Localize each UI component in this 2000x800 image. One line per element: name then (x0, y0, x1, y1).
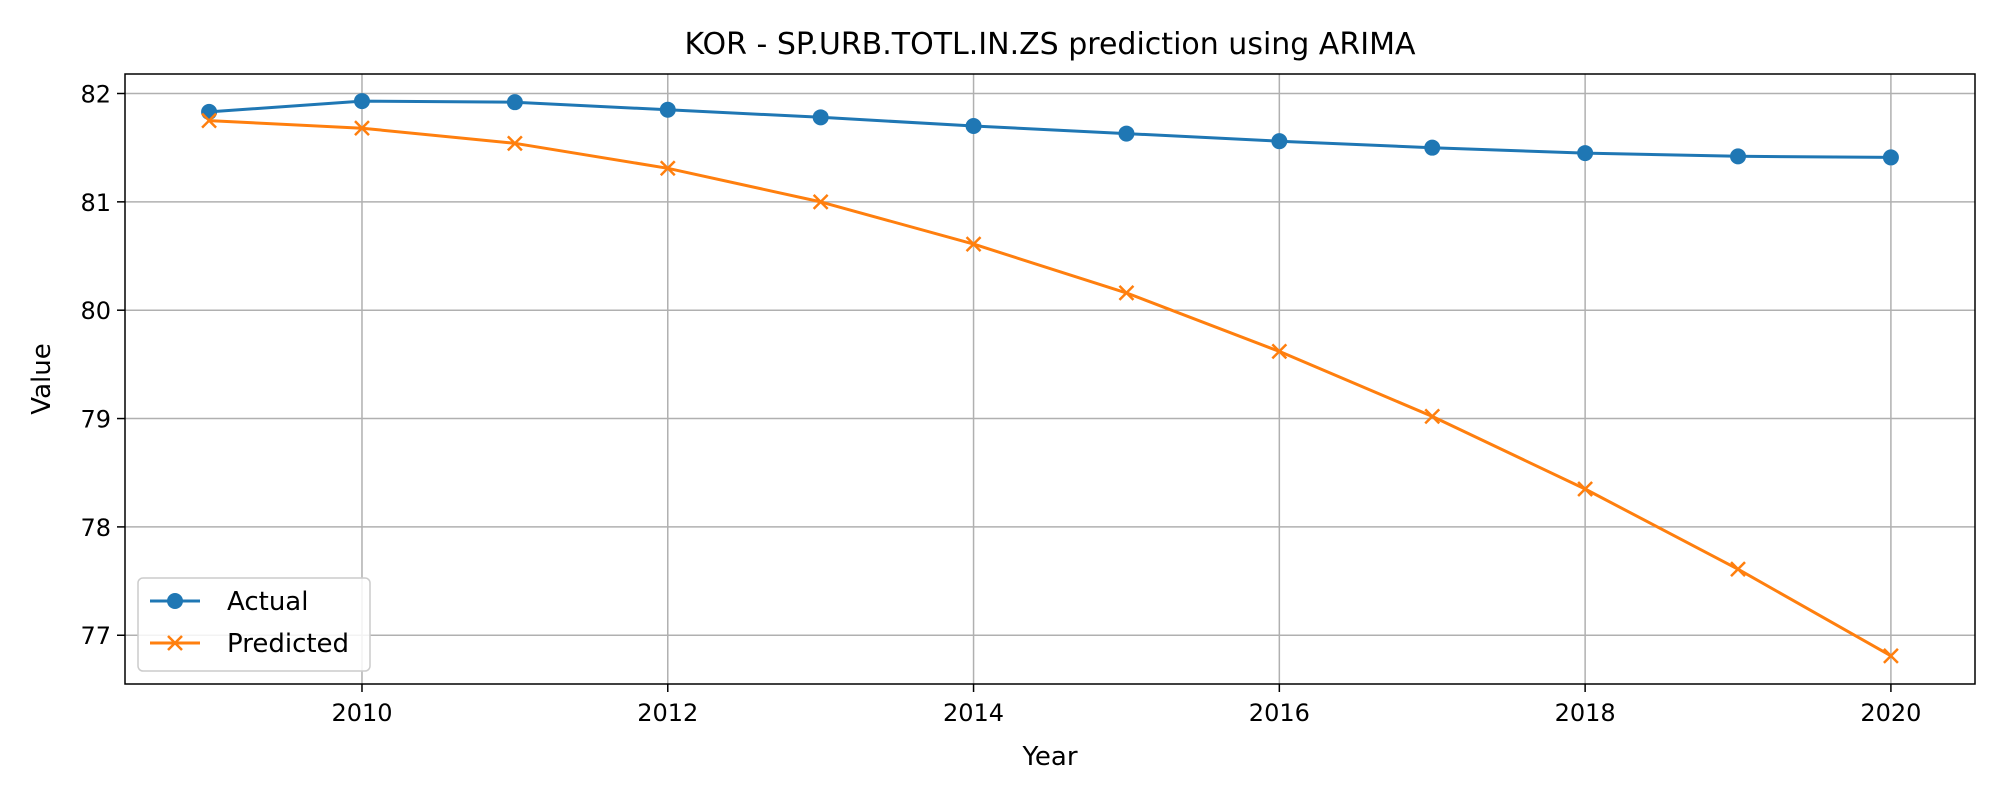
data-point-predicted (812, 193, 829, 210)
x-tick-label: 2010 (331, 699, 392, 727)
plot-frame (124, 73, 1976, 685)
axis-ticks: 2010 2012 2014 2016 2018 2020 77 78 79 80 81 82 (80, 81, 1921, 727)
x-tick-label: 2020 (1860, 699, 1921, 727)
y-tick-label: 77 (80, 622, 111, 650)
data-point-predicted (506, 135, 523, 152)
data-point-actual (659, 101, 676, 118)
y-tick-label: 81 (80, 189, 111, 217)
data-point-actual (1118, 125, 1135, 142)
y-tick-label: 79 (80, 406, 111, 434)
data-point-predicted (659, 160, 676, 177)
data-point-actual (506, 94, 523, 111)
data-point-predicted (201, 112, 217, 129)
chart-title: KOR - SP.URB.TOTL.IN.ZS prediction using… (684, 27, 1415, 62)
y-tick-label: 82 (80, 81, 111, 109)
x-tick-label: 2014 (943, 699, 1004, 727)
data-point-actual (1577, 145, 1594, 162)
data-point-predicted (1577, 481, 1594, 497)
series-line-predicted (209, 119, 1892, 658)
data-point-predicted (1118, 284, 1135, 301)
data-point-actual (1424, 139, 1441, 156)
legend-marker-actual (167, 593, 183, 609)
series-layer (201, 93, 1899, 664)
data-point-actual (1882, 149, 1899, 166)
grid-lines (125, 74, 1975, 684)
data-point-predicted (354, 120, 370, 137)
data-point-predicted (1271, 343, 1288, 360)
series-line-actual (208, 99, 1891, 159)
y-tick-label: 78 (80, 514, 111, 542)
x-axis-label: Year (1021, 742, 1077, 772)
legend: Actual Predicted (137, 577, 371, 672)
data-point-predicted (1424, 408, 1441, 425)
x-tick-label: 2018 (1555, 699, 1616, 727)
legend-label-predicted: Predicted (227, 629, 349, 659)
y-axis-label: Value (27, 343, 57, 414)
data-point-predicted (1730, 561, 1746, 578)
x-tick-label: 2016 (1249, 699, 1310, 727)
x-tick-label: 2012 (637, 699, 698, 727)
data-point-actual (201, 103, 218, 120)
y-tick-label: 80 (80, 297, 111, 325)
data-point-actual (1271, 133, 1288, 150)
data-point-predicted (1883, 647, 1899, 664)
data-point-actual (965, 118, 982, 135)
data-point-actual (1730, 148, 1747, 165)
legend-label-actual: Actual (227, 587, 308, 617)
data-point-predicted (965, 236, 982, 252)
data-point-actual (353, 93, 370, 110)
legend-marker-predicted (167, 635, 183, 651)
data-point-actual (812, 109, 829, 126)
